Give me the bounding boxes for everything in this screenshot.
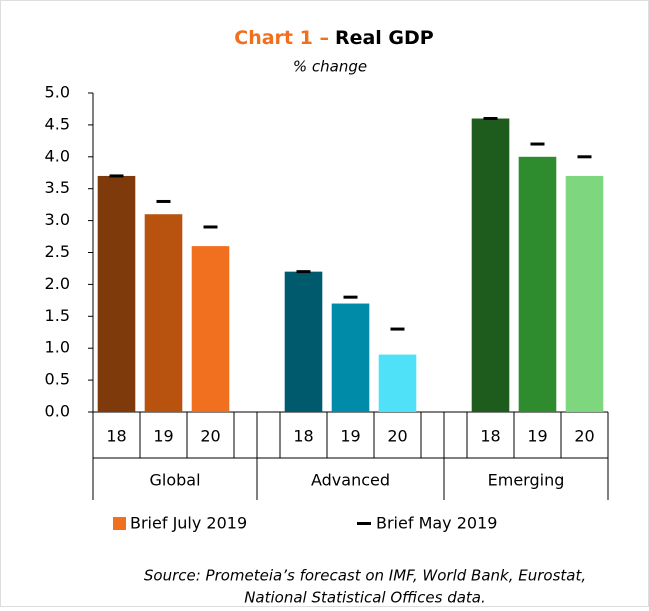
group-label: Global: [149, 471, 200, 490]
marker-dash: [577, 155, 592, 159]
bar: [97, 175, 136, 412]
bar: [284, 271, 323, 412]
x-tick-label: 18: [480, 427, 500, 446]
source-line: Source: Prometeia’s forecast on IMF, Wor…: [144, 567, 586, 585]
y-tick-label: 0.5: [45, 370, 70, 389]
legend-label: Brief May 2019: [376, 514, 497, 533]
y-tick-label: 1.0: [45, 338, 70, 357]
marker-dash: [156, 199, 171, 203]
bar: [471, 118, 510, 413]
bar: [191, 246, 230, 412]
title-prefix: Chart 1 –: [234, 27, 329, 49]
y-tick-label: 0.0: [45, 402, 70, 421]
marker-dash: [296, 270, 311, 274]
y-tick-label: 2.5: [45, 242, 70, 261]
chart-title: Chart 1 – Real GDP: [234, 27, 434, 49]
group-label: Advanced: [311, 471, 390, 490]
x-tick-label: 20: [200, 427, 220, 446]
x-tick-label: 18: [106, 427, 126, 446]
y-tick-label: 4.5: [45, 114, 70, 133]
bar: [331, 303, 370, 412]
group-label: Emerging: [488, 471, 565, 490]
x-tick-label: 19: [527, 427, 547, 446]
title-main: Real GDP: [335, 27, 434, 49]
y-tick-label: 2.0: [45, 274, 70, 293]
subtitle: % change: [293, 58, 367, 76]
bar: [144, 214, 183, 412]
x-tick-label: 18: [293, 427, 313, 446]
y-tick-label: 4.0: [45, 146, 70, 165]
marker-dash: [203, 225, 218, 229]
x-tick-label: 19: [340, 427, 360, 446]
source-line: National Statistical Offices data.: [244, 589, 486, 607]
x-tick-label: 19: [153, 427, 173, 446]
bar: [518, 156, 557, 412]
y-tick-label: 5.0: [45, 83, 70, 102]
marker-dash: [109, 174, 124, 178]
legend-label: Brief July 2019: [130, 514, 247, 533]
y-tick-label: 3.0: [45, 210, 70, 229]
marker-dash: [390, 327, 405, 331]
legend-swatch: [357, 522, 371, 525]
bar: [565, 175, 604, 412]
legend-swatch: [113, 517, 126, 530]
marker-dash: [343, 295, 358, 299]
bar: [378, 354, 417, 412]
y-tick-label: 1.5: [45, 306, 70, 325]
y-tick-label: 3.5: [45, 178, 70, 197]
x-tick-label: 20: [387, 427, 407, 446]
x-tick-label: 20: [574, 427, 594, 446]
marker-dash: [530, 142, 545, 146]
marker-dash: [483, 117, 498, 121]
